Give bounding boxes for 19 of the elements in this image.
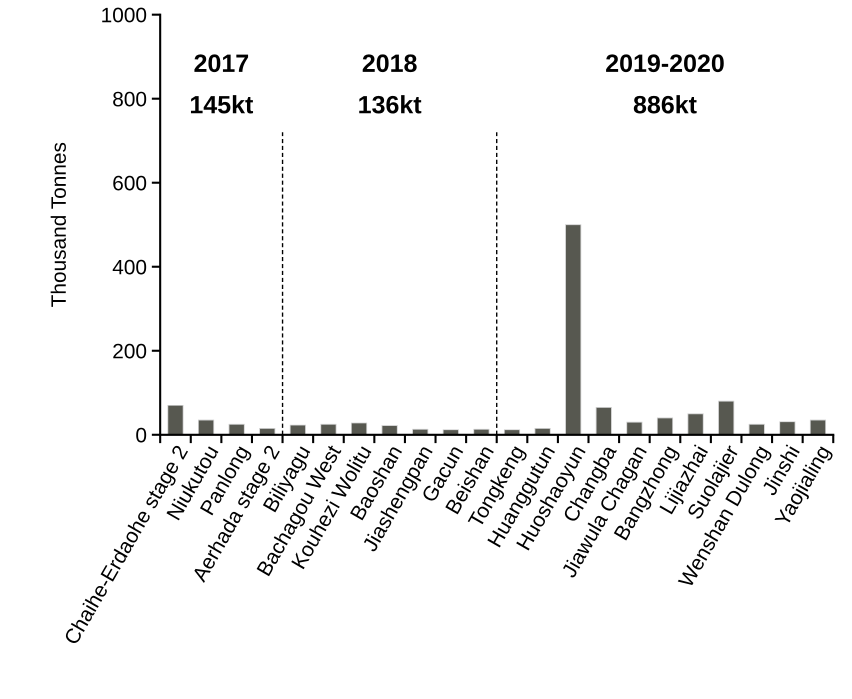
y-tick-label: 600	[113, 176, 146, 190]
bar	[810, 420, 826, 435]
y-tick-label: 800	[113, 92, 146, 106]
y-tick-label: 400	[112, 260, 146, 274]
bar	[350, 422, 368, 435]
y-tick-label: 0	[136, 428, 146, 443]
y-tick-label: 200	[113, 344, 146, 359]
bar	[167, 404, 184, 435]
bar	[656, 418, 674, 435]
annotation: 2019-2020 886kt	[606, 54, 724, 114]
bar	[198, 420, 214, 435]
y-tick-label: 1000	[102, 8, 146, 22]
annotation: 2017 145kt	[190, 54, 254, 114]
bar	[688, 413, 704, 435]
bar	[596, 407, 612, 435]
annotation: 2018 136kt	[359, 54, 422, 114]
bar	[718, 400, 734, 435]
y-axis-title: Thousand Tonnes	[50, 142, 66, 307]
bar	[565, 224, 582, 435]
